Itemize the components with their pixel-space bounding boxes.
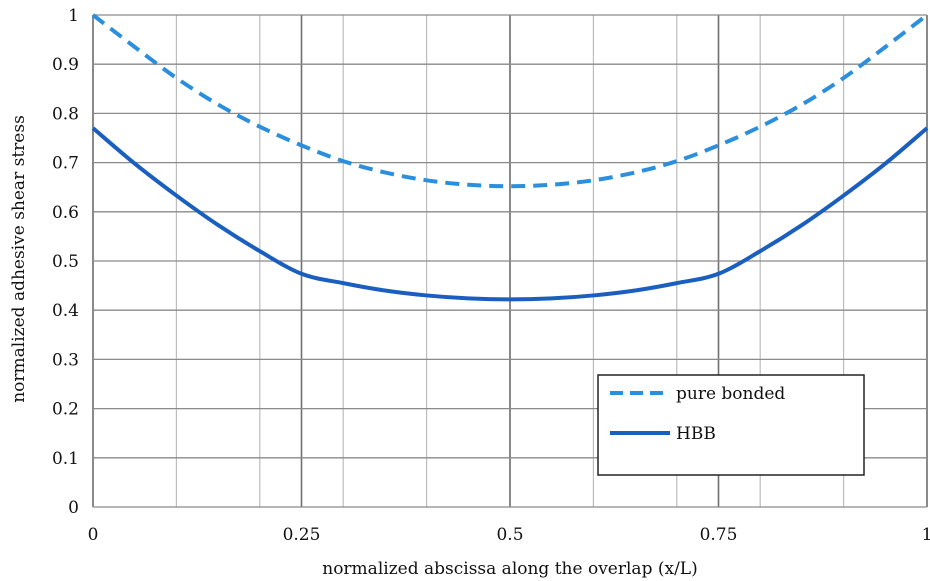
x-tick-label: 0 <box>88 525 99 545</box>
x-tick-label: 0.75 <box>700 525 738 545</box>
y-tick-labels: 0 0.1 0.2 0.3 0.4 0.5 0.6 0.7 0.8 0.9 1 <box>52 6 79 518</box>
legend-label-hbb: HBB <box>676 424 716 444</box>
y-tick-label: 0.7 <box>52 154 79 174</box>
y-tick-label: 0.9 <box>52 55 79 75</box>
y-tick-label: 1 <box>68 6 79 26</box>
y-axis-title: normalized adhesive shear stress <box>9 115 29 403</box>
x-tick-label: 1 <box>922 525 930 545</box>
legend: pure bonded HBB <box>598 375 864 475</box>
y-tick-label: 0.5 <box>52 252 79 272</box>
y-tick-label: 0 <box>68 498 79 518</box>
y-tick-label: 0.8 <box>52 104 79 124</box>
y-tick-label: 0.2 <box>52 400 79 420</box>
y-tick-label: 0.4 <box>52 301 79 321</box>
y-tick-label: 0.6 <box>52 203 79 223</box>
legend-label-pure-bonded: pure bonded <box>676 384 785 404</box>
x-tick-labels: 0 0.25 0.5 0.75 1 <box>88 525 930 545</box>
y-tick-label: 0.3 <box>52 350 79 370</box>
x-tick-label: 0.25 <box>283 525 321 545</box>
x-tick-label: 0.5 <box>496 525 523 545</box>
x-axis-title: normalized abscissa along the overlap (x… <box>322 559 697 579</box>
y-tick-label: 0.1 <box>52 449 79 469</box>
